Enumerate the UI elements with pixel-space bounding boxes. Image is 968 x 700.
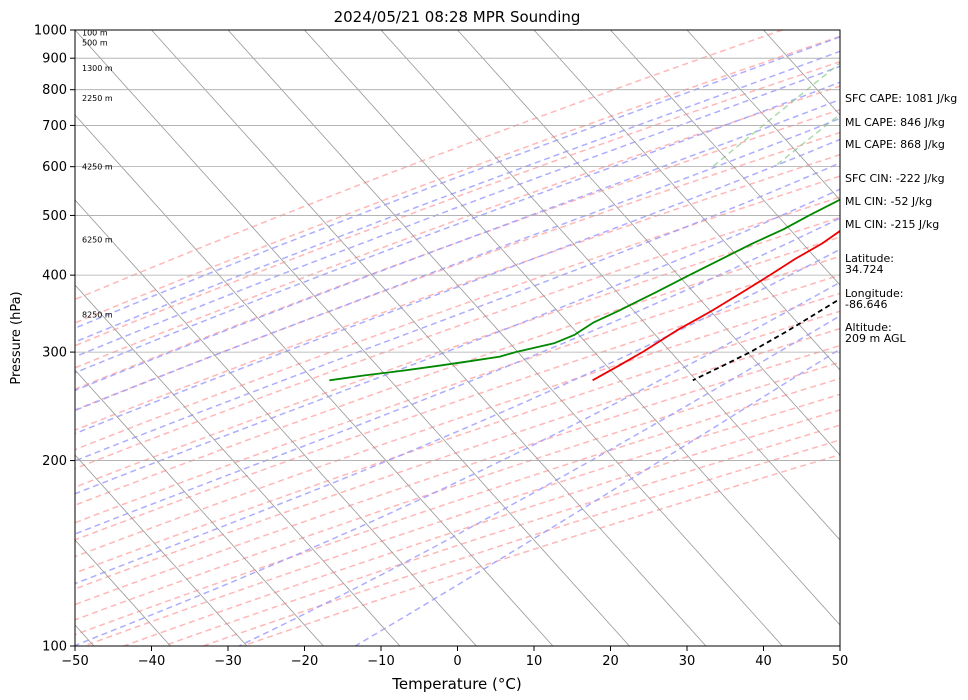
y-axis-title: Pressure (hPa) (9, 291, 24, 384)
x-tick-label: 30 (679, 654, 696, 669)
moist-adiabat-line (75, 65, 840, 358)
y-tick-label: 600 (42, 160, 67, 175)
x-tick-label: 50 (832, 654, 849, 669)
dry-adiabat-line (75, 255, 840, 524)
info-ml-cape-1: ML CAPE: 846 J/kg (845, 116, 945, 129)
moist-adiabat-line (75, 81, 840, 374)
data-lines (329, 198, 840, 382)
temperature-profile-line (592, 229, 840, 382)
altitude-label: 500 m (82, 38, 108, 47)
y-tick-label: 200 (42, 454, 67, 469)
dry-adiabat-line (75, 153, 840, 431)
isotherm-line (75, 284, 401, 646)
moist-adiabat-line (75, 138, 840, 435)
altitude-label: 2250 m (82, 94, 113, 103)
isotherm-line (610, 30, 840, 286)
y-tick-label: 900 (42, 52, 67, 67)
altitude-label: 8250 m (82, 311, 113, 320)
dry-adiabat-line (75, 344, 840, 606)
mixing-ratio-line (774, 113, 840, 168)
isotherm-line (75, 454, 248, 646)
dry-adiabat-line (75, 196, 840, 470)
moist-adiabat-line (238, 314, 840, 646)
moist-adiabat-line (75, 162, 840, 462)
moist-adiabat-line (75, 188, 840, 495)
x-tick-label: 40 (755, 654, 772, 669)
dry-adiabat-line (75, 175, 840, 451)
dry-adiabat-line (75, 292, 840, 558)
info-ml-cin-2: ML CIN: -215 J/kg (845, 218, 940, 231)
altitude-label: 4250 m (82, 163, 113, 172)
x-axis-title: Temperature (°C) (391, 675, 521, 693)
dry-adiabat-line (75, 377, 840, 636)
dry-adiabat-line (75, 30, 783, 301)
y-tick-label: 1000 (34, 24, 67, 39)
x-tick-label: 20 (602, 654, 619, 669)
y-axis-ticks: 100 200 300 400 500 600 700 800 900 1000 (34, 24, 75, 655)
background-lines (75, 30, 840, 646)
x-tick-label: −30 (214, 654, 241, 669)
isotherm-line (75, 114, 554, 646)
moist-adiabat-line (354, 348, 840, 646)
y-tick-label: 700 (42, 119, 67, 134)
altitude-label: 100 m (82, 29, 108, 38)
info-altitude: Altitude: 209 m AGL (845, 321, 906, 345)
y-tick-label: 800 (42, 83, 67, 98)
y-tick-label: 400 (42, 269, 67, 284)
isotherm-line (75, 539, 171, 646)
x-axis-ticks: −50 −40 −30 −20 −10 0 10 20 30 40 50 (61, 646, 848, 669)
isotherm-line (304, 30, 840, 626)
y-tick-label: 500 (42, 209, 67, 224)
moist-adiabat-line (75, 36, 840, 329)
dry-adiabat-line (83, 393, 840, 646)
info-longitude: Longitude: -86.646 (845, 287, 904, 311)
y-tick-label: 300 (42, 346, 67, 361)
dry-adiabat-line (75, 310, 840, 574)
x-tick-label: 10 (526, 654, 543, 669)
altitude-label: 1300 m (82, 64, 113, 73)
info-ml-cape-2: ML CAPE: 868 J/kg (845, 138, 945, 151)
moist-adiabat-line (75, 98, 840, 392)
dry-adiabat-line (75, 35, 840, 324)
moist-adiabat-line (75, 248, 840, 585)
isotherm-line (457, 30, 840, 456)
x-tick-label: −40 (138, 654, 165, 669)
isotherm-line (227, 30, 783, 646)
info-sfc-cape: SFC CAPE: 1081 J/kg (845, 92, 958, 105)
x-tick-label: 0 (453, 654, 461, 669)
moist-adiabat-line (75, 50, 840, 343)
isotherm-line (533, 30, 840, 371)
info-latitude: Latitude: 34.724 (845, 252, 894, 276)
dewpoint-profile-line (329, 198, 840, 382)
isotherm-line (75, 369, 324, 646)
x-tick-label: −10 (367, 654, 394, 669)
dry-adiabat-line (75, 216, 840, 489)
info-sfc-cin: SFC CIN: -222 J/kg (845, 172, 945, 185)
x-tick-label: −50 (61, 654, 88, 669)
y-tick-label: 100 (42, 640, 67, 655)
isotherm-line (75, 199, 477, 646)
altitude-label: 6250 m (82, 235, 113, 244)
moist-adiabat-line (75, 117, 840, 412)
info-ml-cin-1: ML CIN: -52 J/kg (845, 195, 933, 208)
x-tick-label: −20 (291, 654, 318, 669)
isotherm-line (75, 30, 630, 646)
chart-title: 2024/05/21 08:28 MPR Sounding (334, 8, 581, 26)
isotherm-line (380, 30, 840, 541)
isotherm-line (151, 30, 707, 646)
isotherm-line (686, 30, 840, 201)
